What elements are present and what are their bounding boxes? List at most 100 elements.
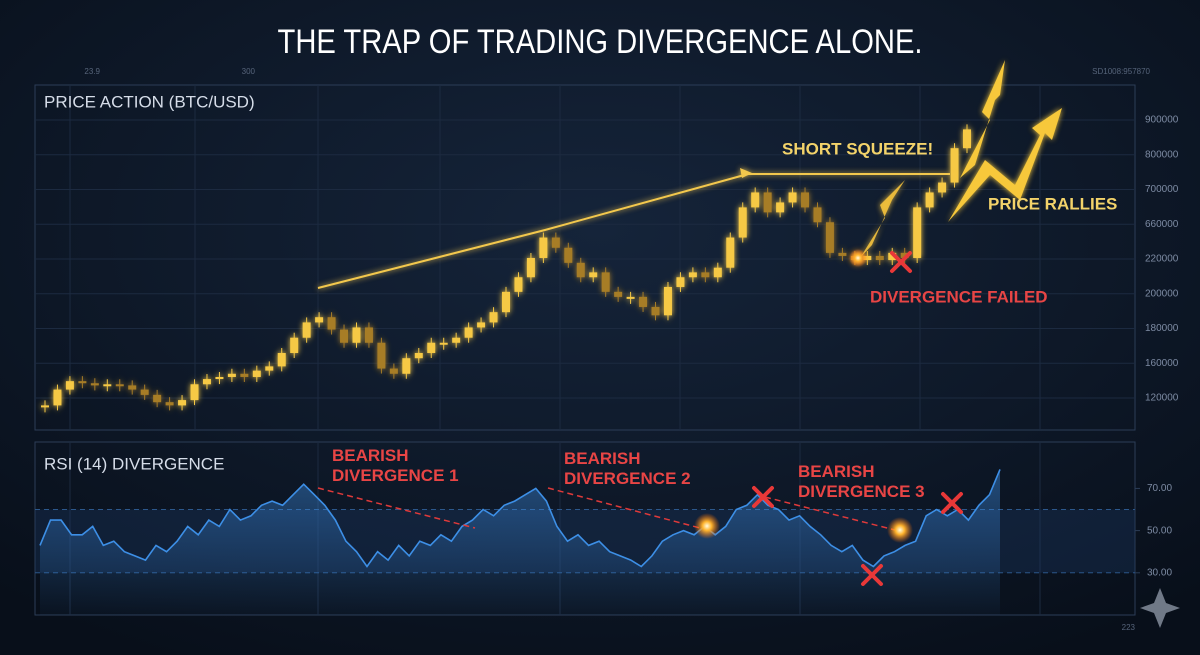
annotation: SHORT SQUEEZE!: [782, 139, 933, 158]
candle: [601, 272, 610, 292]
candle: [202, 379, 211, 385]
candle: [551, 237, 560, 248]
candle: [763, 192, 772, 213]
annotation: BEARISH DIVERGENCE 3: [798, 462, 925, 501]
annotation: PRICE RALLIES: [988, 194, 1117, 213]
y-tick-label: 120000: [1145, 393, 1179, 404]
candle: [751, 192, 760, 208]
candle: [688, 272, 697, 278]
candle: [564, 247, 573, 263]
candle: [589, 272, 598, 278]
candle: [663, 286, 672, 316]
y-tick-label: 180000: [1145, 323, 1179, 334]
candle: [875, 255, 884, 261]
candle: [78, 381, 87, 384]
trend-lines: [317, 60, 1062, 289]
failed-markers: [752, 486, 963, 586]
logo: [1140, 588, 1180, 628]
candle: [277, 352, 286, 367]
candle: [626, 296, 635, 299]
candle: [801, 192, 810, 208]
candle: [265, 366, 274, 371]
y-tick-label: 800000: [1145, 149, 1179, 160]
price-panel: [34, 84, 1136, 431]
candle: [452, 337, 461, 343]
page-title: THE TRAP OF TRADING DIVERGENCE ALONE.: [278, 23, 923, 61]
candle: [825, 222, 834, 253]
candle: [776, 202, 785, 213]
candle: [389, 368, 398, 374]
divergence-lines: [317, 487, 896, 531]
candle: [153, 394, 162, 403]
candle: [676, 277, 685, 287]
burst-markers: [694, 513, 913, 543]
y-tick-label: 700000: [1145, 184, 1179, 195]
panel-title: RSI (14) DIVERGENCE: [44, 454, 224, 473]
candle: [726, 237, 735, 268]
candle: [240, 373, 249, 377]
candle: [140, 389, 149, 395]
candle: [439, 342, 448, 345]
candle: [464, 327, 473, 338]
y-tick-label: 70.00: [1147, 483, 1172, 494]
candle: [502, 291, 510, 313]
candle: [963, 129, 971, 149]
candle: [489, 312, 498, 323]
candle: [41, 405, 49, 408]
candle: [925, 192, 934, 208]
candle: [576, 262, 585, 278]
y-tick-label: 900000: [1145, 115, 1179, 126]
y-tick-label: 220000: [1145, 254, 1179, 265]
candle: [526, 257, 535, 278]
candle: [427, 342, 436, 353]
candle: [377, 342, 386, 369]
candle: [863, 255, 872, 261]
candle: [227, 373, 236, 377]
candle: [178, 400, 187, 406]
candle: [900, 252, 909, 258]
candle: [53, 389, 62, 406]
candle: [190, 384, 199, 401]
rsi-area: [40, 469, 1000, 615]
candle: [651, 306, 660, 316]
candle: [364, 327, 373, 343]
corner-text: 300: [242, 67, 256, 76]
annotation: BEARISH DIVERGENCE 1: [332, 446, 459, 485]
rsi-line: [39, 469, 1001, 568]
candle: [738, 207, 747, 238]
annotation: DIVERGENCE FAILED: [870, 287, 1048, 306]
candle: [414, 352, 423, 359]
candle: [950, 148, 959, 183]
annotation: BEARISH DIVERGENCE 2: [564, 449, 691, 488]
candle: [838, 252, 847, 256]
y-tick-label: 50.00: [1147, 525, 1172, 536]
candle: [614, 291, 623, 297]
corner-text: SD1008:957870: [1092, 67, 1150, 76]
failed-marker: [890, 251, 912, 273]
candle: [115, 384, 124, 387]
candle: [90, 383, 99, 386]
panel-title: PRICE ACTION (BTC/USD): [44, 92, 255, 111]
candle: [65, 381, 74, 390]
candle: [352, 327, 361, 343]
candle: [165, 402, 174, 406]
candle: [290, 337, 299, 353]
data-layer: 900000 800000 700000 660000 220000 200000 1800…: [35, 115, 1179, 615]
candle: [938, 182, 947, 193]
corner-text: 23.9: [84, 67, 100, 76]
candle: [402, 358, 411, 374]
candle: [913, 207, 922, 258]
candle: [788, 192, 797, 203]
candle: [315, 317, 324, 323]
candle: [252, 370, 261, 377]
y-tick-label: 200000: [1145, 288, 1179, 299]
y-tick-label: 660000: [1145, 219, 1179, 230]
candle: [302, 322, 311, 338]
candle: [888, 252, 897, 261]
candle: [701, 272, 710, 278]
candle: [340, 329, 349, 343]
candle: [813, 207, 822, 223]
y-tick-label: 160000: [1145, 358, 1179, 369]
